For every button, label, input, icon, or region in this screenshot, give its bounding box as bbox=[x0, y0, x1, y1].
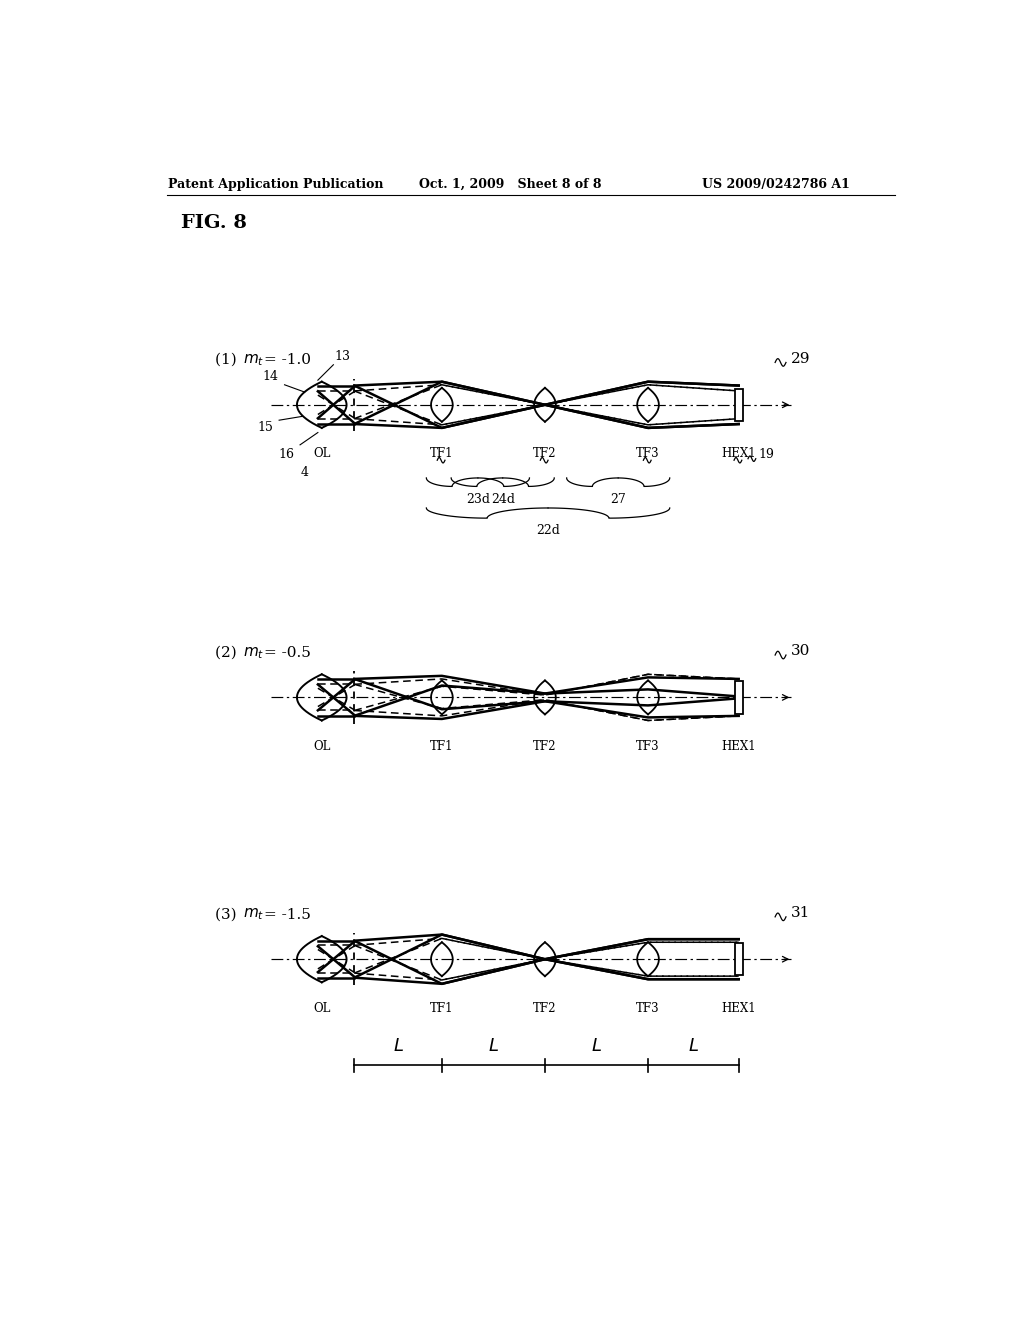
Text: 27: 27 bbox=[610, 492, 626, 506]
Text: (1): (1) bbox=[215, 354, 242, 367]
Text: = -1.0: = -1.0 bbox=[264, 354, 311, 367]
Bar bbox=[735, 388, 742, 421]
Text: 4: 4 bbox=[301, 466, 308, 479]
Text: TF2: TF2 bbox=[534, 739, 557, 752]
Text: 22d: 22d bbox=[537, 524, 560, 537]
Text: $m_t$: $m_t$ bbox=[243, 645, 264, 660]
Text: = -0.5: = -0.5 bbox=[264, 645, 311, 660]
Text: US 2009/0242786 A1: US 2009/0242786 A1 bbox=[701, 178, 849, 190]
Text: TF1: TF1 bbox=[430, 447, 454, 461]
Text: 19: 19 bbox=[759, 449, 775, 462]
Text: TF2: TF2 bbox=[534, 1002, 557, 1015]
Text: 13: 13 bbox=[334, 350, 350, 363]
Text: 16: 16 bbox=[279, 447, 295, 461]
Text: Oct. 1, 2009   Sheet 8 of 8: Oct. 1, 2009 Sheet 8 of 8 bbox=[419, 178, 601, 190]
Text: OL: OL bbox=[313, 739, 331, 752]
Text: $m_t$: $m_t$ bbox=[243, 907, 264, 923]
Text: TF2: TF2 bbox=[534, 447, 557, 461]
Text: $L$: $L$ bbox=[392, 1036, 403, 1055]
Text: (3): (3) bbox=[215, 908, 242, 921]
Text: FIG. 8: FIG. 8 bbox=[180, 214, 247, 232]
Text: TF3: TF3 bbox=[636, 739, 659, 752]
Text: 14: 14 bbox=[262, 370, 279, 383]
Text: 30: 30 bbox=[791, 644, 810, 659]
Text: $L$: $L$ bbox=[688, 1036, 698, 1055]
Text: HEX1: HEX1 bbox=[721, 739, 756, 752]
Text: HEX1: HEX1 bbox=[721, 447, 756, 461]
Text: TF1: TF1 bbox=[430, 1002, 454, 1015]
Text: OL: OL bbox=[313, 447, 331, 461]
Text: HEX1: HEX1 bbox=[721, 1002, 756, 1015]
Text: $L$: $L$ bbox=[487, 1036, 499, 1055]
Text: 29: 29 bbox=[791, 351, 810, 366]
Text: $m_t$: $m_t$ bbox=[243, 352, 264, 368]
Text: TF1: TF1 bbox=[430, 739, 454, 752]
Text: 24d: 24d bbox=[490, 492, 515, 506]
Bar bbox=[735, 942, 742, 975]
Text: $L$: $L$ bbox=[591, 1036, 602, 1055]
Bar bbox=[735, 681, 742, 714]
Text: 23d: 23d bbox=[466, 492, 489, 506]
Text: 15: 15 bbox=[258, 421, 273, 434]
Text: (2): (2) bbox=[215, 645, 242, 660]
Text: Patent Application Publication: Patent Application Publication bbox=[168, 178, 384, 190]
Text: 31: 31 bbox=[791, 906, 810, 920]
Text: TF3: TF3 bbox=[636, 447, 659, 461]
Text: TF3: TF3 bbox=[636, 1002, 659, 1015]
Text: = -1.5: = -1.5 bbox=[264, 908, 311, 921]
Text: OL: OL bbox=[313, 1002, 331, 1015]
